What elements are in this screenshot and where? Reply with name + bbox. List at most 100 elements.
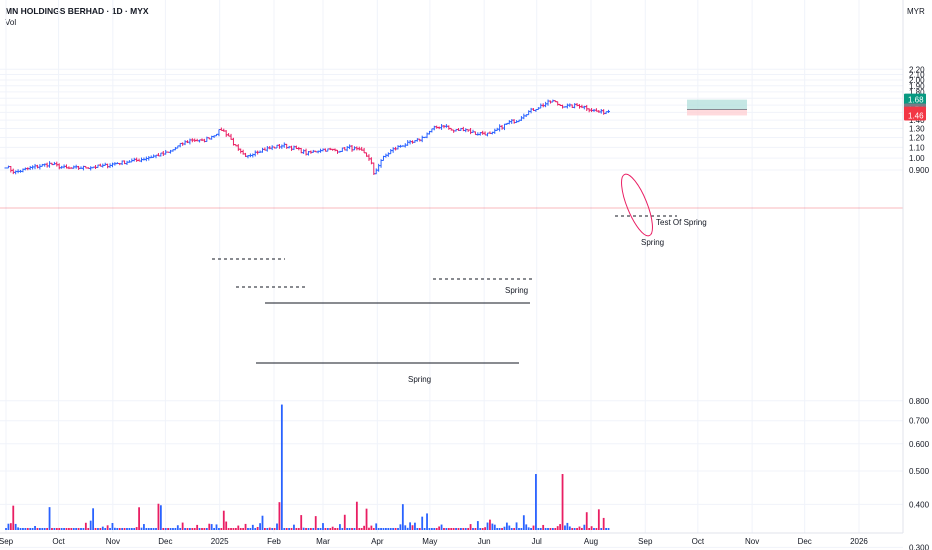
volume-bar: [143, 524, 145, 530]
volume-bar: [469, 524, 472, 530]
volume-bar: [353, 528, 356, 530]
volume-bar: [77, 528, 80, 530]
volume-bar: [43, 528, 46, 530]
loss-zone[interactable]: [687, 109, 747, 116]
volume-bar: [489, 519, 491, 530]
volume-bar: [65, 528, 68, 530]
volume-bar: [324, 528, 327, 530]
volume-bar: [409, 522, 411, 530]
volume-bar: [244, 523, 247, 530]
test-of-spring-label: Test Of Spring: [656, 218, 707, 227]
ohlc-bar: [280, 144, 284, 149]
ohlc-bar: [372, 162, 376, 175]
volume-bar: [150, 528, 153, 530]
volume-bar: [5, 528, 7, 530]
volume-bar: [438, 526, 441, 530]
ohlc-bar: [285, 143, 289, 149]
volume-bar: [256, 526, 259, 530]
volume-bar: [203, 528, 206, 530]
volume-bar: [314, 516, 317, 530]
volume-bar: [271, 528, 274, 530]
volume-bar: [564, 525, 566, 530]
volume-bar: [293, 524, 295, 530]
volume-bar: [428, 528, 431, 530]
profit-zone[interactable]: [687, 99, 747, 110]
volume-bar: [607, 528, 610, 530]
volume-bar: [585, 512, 588, 530]
volume-bar: [464, 528, 467, 530]
volume-bar: [443, 528, 445, 530]
volume-bar: [51, 528, 53, 530]
volume-bar: [237, 525, 240, 530]
volume-bar: [295, 528, 298, 530]
volume-bar: [135, 527, 138, 530]
annotations: Spring Spring Test Of Spring Spring: [408, 218, 707, 384]
volume-bar: [430, 528, 433, 530]
volume-bar: [297, 528, 300, 530]
volume-tick-label: 0.300: [909, 543, 930, 550]
spring-label-apr: Spring: [408, 375, 431, 384]
volume-bar: [368, 527, 370, 530]
volume-bar: [80, 528, 82, 530]
volume-bar: [113, 527, 116, 530]
volume-bar: [22, 528, 24, 530]
volume-bar: [247, 528, 249, 530]
x-tick-label: Aug: [584, 537, 598, 546]
volume-bar: [547, 528, 549, 530]
volume-bar: [126, 528, 128, 530]
volume-bar: [264, 528, 266, 530]
ohlc-bar: [125, 160, 129, 165]
volume-bar: [399, 524, 402, 530]
volume-bar: [84, 522, 87, 530]
ohlc-bar: [161, 150, 165, 157]
volume-bar: [234, 528, 237, 530]
volume-bar: [447, 528, 450, 530]
volume-bar: [189, 528, 191, 530]
volume-bar: [145, 528, 148, 530]
volume-indicator-label[interactable]: Vol: [5, 18, 17, 27]
volume-bar: [392, 528, 395, 530]
ohlc-bar: [48, 161, 52, 168]
volume-bar: [99, 528, 102, 530]
volume-bar: [109, 528, 111, 530]
volume-bars: [5, 404, 610, 530]
volume-bar: [89, 520, 92, 530]
volume-bar: [60, 528, 63, 530]
volume-bar: [133, 528, 136, 530]
risk-reward-zone[interactable]: [687, 99, 747, 116]
volume-bar: [242, 528, 245, 530]
volume-bar: [578, 526, 581, 530]
volume-tick-label: 0.700: [909, 417, 930, 426]
volume-bar: [230, 528, 232, 530]
volume-bar: [510, 528, 513, 530]
volume-tick-label: 0.400: [909, 500, 930, 509]
x-tick-label: Jul: [532, 537, 542, 546]
volume-bar: [423, 528, 426, 530]
volume-bar: [491, 523, 494, 530]
volume-bar: [63, 528, 65, 530]
volume-bar: [87, 528, 90, 530]
volume-bar: [389, 528, 392, 530]
volume-bar: [94, 528, 97, 530]
volume-bar: [232, 528, 235, 530]
ohlc-bar: [260, 147, 264, 153]
ohlc-bar: [302, 149, 306, 154]
volume-bar: [522, 515, 525, 530]
volume-bar: [590, 526, 593, 530]
volume-bar: [600, 528, 603, 530]
x-tick-label: Oct: [692, 537, 705, 546]
volume-bar: [210, 524, 213, 530]
ohlc-bar: [45, 162, 49, 168]
volume-bar: [476, 521, 479, 530]
volume-bar: [380, 528, 382, 530]
drawings[interactable]: [0, 171, 903, 364]
volume-bar: [341, 528, 344, 530]
y-tick-label: 1.10: [909, 143, 925, 152]
volume-bar: [290, 528, 293, 530]
ohlc-bar: [507, 120, 511, 125]
volume-bar: [326, 528, 329, 530]
volume-bar: [363, 525, 366, 530]
ohlc-bar: [110, 162, 114, 168]
volume-bar: [539, 528, 542, 530]
